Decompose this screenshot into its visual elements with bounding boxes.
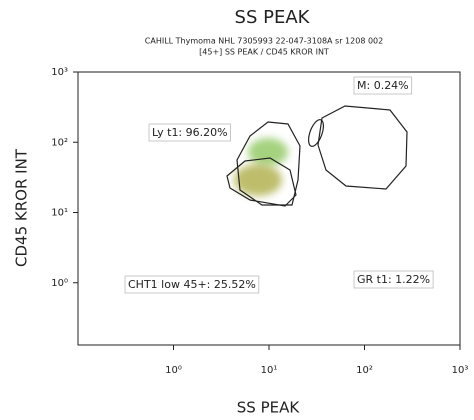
- x-axis-title: SS PEAK: [237, 399, 301, 417]
- gate-label-box: [124, 275, 260, 294]
- y-tick-label: 10²: [51, 137, 68, 148]
- density: [234, 138, 288, 196]
- gates: [226, 105, 408, 207]
- chart-title: SS PEAK: [235, 7, 311, 28]
- chart-subtitle: [45+] SS PEAK / CD45 KROR INT: [199, 48, 329, 57]
- gate-label-box: [353, 270, 434, 289]
- x-tick-label: 10¹: [261, 365, 278, 376]
- y-tick-label: 10³: [51, 67, 68, 78]
- gate-label: GR t1: 1.22%: [357, 273, 430, 286]
- gate-label: CHT1 low 45+: 25.52%: [128, 278, 256, 291]
- y-tick-label: 10¹: [51, 208, 68, 219]
- x-tick-label: 10³: [452, 365, 469, 376]
- gate-label: M: 0.24%: [357, 79, 409, 92]
- chart-subtitle: CAHILL Thymoma NHL 7305993 22-047-3108A …: [145, 37, 383, 46]
- gate-label-box: [148, 123, 231, 142]
- x-tick-label: 10⁰: [165, 365, 182, 376]
- gate-label-box: [353, 76, 413, 95]
- plot-frame: [77, 71, 461, 346]
- y-axis-title: CD45 KROR INT: [13, 148, 31, 267]
- x-tick-label: 10²: [356, 365, 373, 376]
- y-tick-label: 10⁰: [51, 278, 68, 289]
- gate-label: Ly t1: 96.20%: [152, 126, 228, 139]
